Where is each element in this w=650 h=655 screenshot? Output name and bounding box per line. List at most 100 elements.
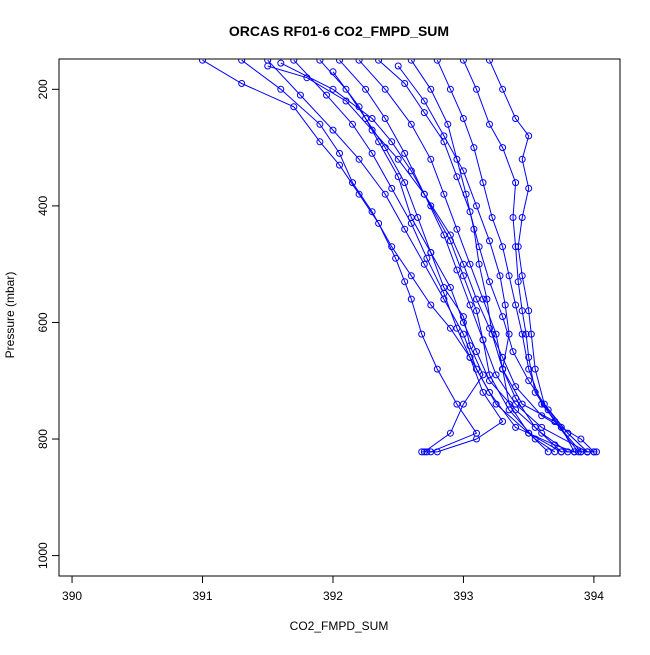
data-point [499, 353, 507, 361]
data-point [492, 330, 500, 338]
data-point [355, 59, 363, 64]
data-point [394, 155, 402, 163]
data-point [446, 85, 454, 93]
data-point [453, 155, 461, 163]
data-point [473, 202, 480, 210]
data-point [499, 243, 507, 251]
data-point [470, 225, 478, 233]
data-point [509, 214, 517, 221]
data-point [525, 377, 533, 385]
data-point [453, 266, 461, 274]
data-point [518, 272, 526, 280]
data-point [525, 429, 533, 437]
data-point [433, 59, 441, 64]
series-line [267, 59, 594, 453]
data-point [486, 120, 493, 128]
data-point [466, 342, 474, 350]
data-point [540, 400, 548, 408]
data-point [488, 214, 496, 221]
data-point [336, 149, 343, 157]
data-point [368, 208, 376, 216]
data-point [423, 448, 431, 456]
y-axis: 200 400 600 800 1000 [36, 79, 60, 569]
data-point [264, 62, 272, 70]
data-point [459, 167, 467, 175]
data-point [440, 190, 448, 198]
data-point [531, 388, 539, 396]
data-point [238, 59, 246, 64]
data-point [420, 109, 428, 117]
data-point [570, 448, 578, 456]
data-point [473, 435, 480, 443]
data-point [486, 371, 493, 379]
data-point [388, 138, 396, 146]
data-point [375, 219, 383, 227]
data-point [375, 59, 383, 64]
data-point [486, 59, 493, 64]
data-point [525, 307, 533, 315]
data-point [368, 115, 376, 122]
data-point [473, 348, 480, 356]
data-point [420, 97, 428, 105]
data-point [336, 161, 343, 169]
series-line [489, 59, 588, 453]
y-axis-label: Pressure (mbar) [3, 272, 17, 359]
data-point [355, 190, 363, 198]
data-point [401, 80, 409, 87]
data-point [296, 91, 304, 99]
data-point [368, 149, 376, 157]
data-point [505, 330, 513, 338]
data-point [459, 59, 467, 64]
data-point [496, 272, 504, 280]
data-point [459, 260, 467, 268]
x-tick-label: 393 [453, 589, 473, 603]
data-point [401, 149, 409, 157]
data-point [453, 324, 461, 332]
data-point [392, 254, 400, 262]
data-point [466, 353, 474, 361]
data-point [527, 330, 535, 338]
y-tick-label: 1000 [36, 542, 50, 569]
data-point [486, 324, 493, 332]
data-point [316, 120, 324, 128]
data-point [394, 173, 402, 181]
data-point [525, 184, 533, 192]
series-16 [394, 62, 552, 456]
data-point [394, 62, 402, 70]
data-point [427, 249, 435, 256]
data-point [427, 301, 435, 309]
data-point [433, 448, 441, 456]
data-point [407, 59, 415, 64]
data-point [473, 85, 480, 93]
data-point [499, 418, 507, 425]
data-point [466, 301, 474, 309]
data-point [531, 435, 539, 443]
data-point [512, 423, 520, 431]
data-point [388, 243, 396, 251]
series-line [267, 65, 595, 453]
data-point [401, 225, 409, 233]
data-point [342, 85, 350, 93]
data-point [407, 167, 415, 175]
y-tick-label: 600 [36, 312, 50, 332]
data-point [544, 406, 552, 414]
data-point [459, 115, 467, 122]
data-point [401, 179, 409, 187]
x-tick-label: 391 [192, 589, 212, 603]
data-point [499, 313, 507, 321]
data-point [329, 68, 337, 76]
data-point [453, 173, 461, 181]
data-point [423, 254, 431, 262]
data-point [446, 237, 454, 245]
data-point [453, 225, 461, 233]
x-axis-label: CO2_FMPD_SUM [290, 619, 389, 633]
data-point [290, 59, 298, 64]
series-line [462, 59, 582, 453]
data-point [420, 448, 428, 456]
data-point [473, 307, 480, 315]
data-point [522, 330, 530, 338]
data-point [407, 214, 415, 221]
data-point [427, 85, 435, 93]
series-line [397, 65, 549, 453]
